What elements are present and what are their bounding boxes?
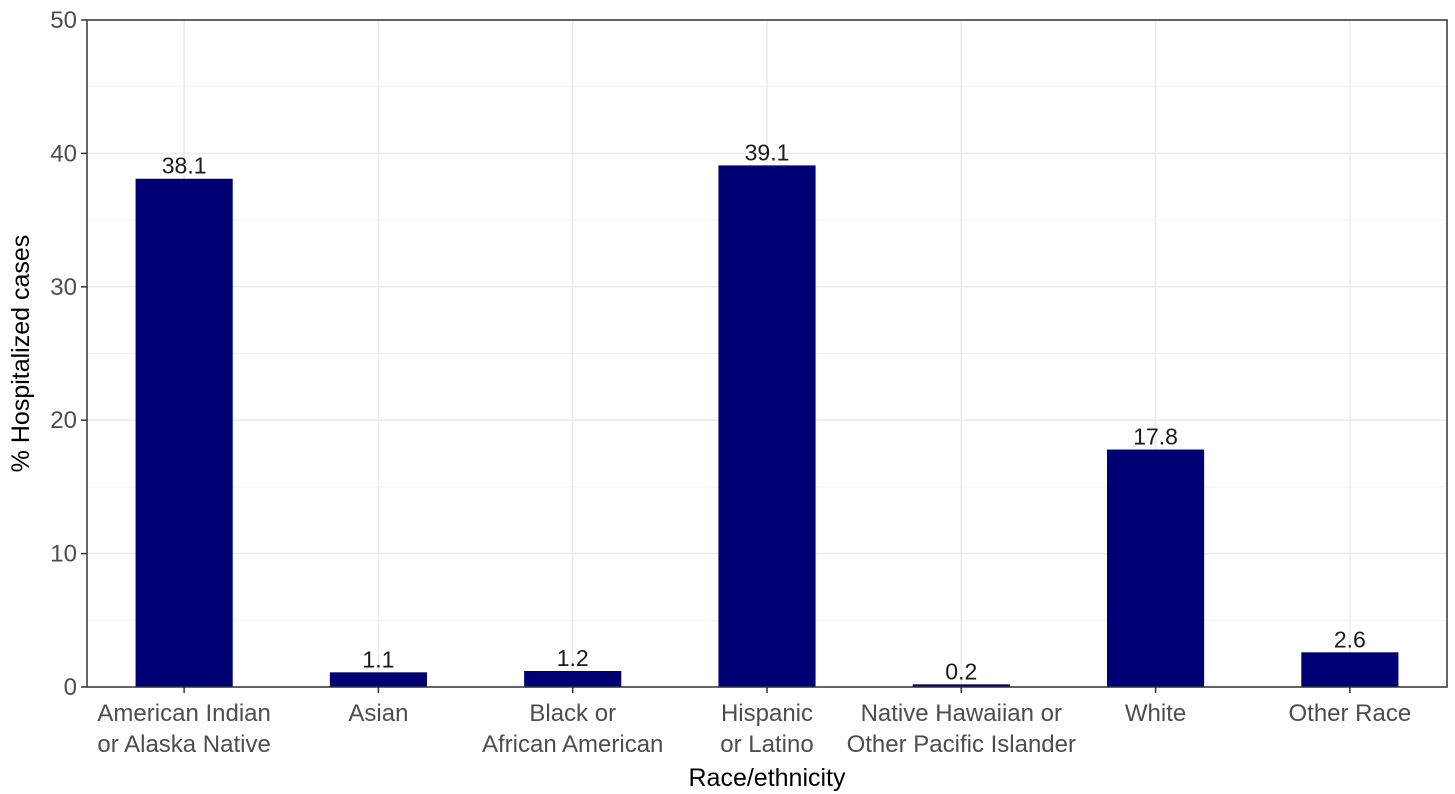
bar <box>912 684 1010 687</box>
x-tick-label: Native Hawaiian or Other Pacific Islander <box>847 700 1076 758</box>
x-tick-label-line: Hispanic <box>721 700 813 727</box>
x-tick-label: Other Race <box>1288 700 1411 727</box>
bar-value-label: 1.1 <box>362 646 394 672</box>
bar-value-label: 0.2 <box>945 658 977 684</box>
x-tick-label-line: Black or <box>529 700 616 727</box>
bar <box>329 672 427 687</box>
x-tick-label-line: or Latino <box>720 731 813 758</box>
bar-value-label: 2.6 <box>1334 626 1366 652</box>
x-tick-label: Asian <box>348 700 408 727</box>
y-tick-label: 20 <box>50 407 77 434</box>
x-tick-label-line: African American <box>482 731 663 758</box>
x-tick-label-line: or Alaska Native <box>97 731 270 758</box>
y-tick-label: 50 <box>50 7 77 34</box>
x-tick-label: Hispanic or Latino <box>720 700 813 758</box>
x-tick-label-line: Native Hawaiian or <box>861 700 1062 727</box>
y-axis-title: % Hospitalized cases <box>7 235 35 473</box>
y-tick-label: 30 <box>50 274 77 301</box>
x-tick-label-line: Other Pacific Islander <box>847 731 1076 758</box>
bar-value-label: 38.1 <box>162 153 207 179</box>
bars <box>135 165 1399 687</box>
bar <box>135 178 233 687</box>
x-tick-label: American Indian or Alaska Native <box>97 700 270 758</box>
x-tick-label-line: White <box>1125 700 1186 727</box>
y-tick-label: 10 <box>50 541 77 568</box>
y-axis: 0 10 20 30 40 50 <box>50 7 87 701</box>
x-axis-title: Race/ethnicity <box>688 764 846 792</box>
x-tick-label-line: Asian <box>348 700 408 727</box>
bar <box>1301 652 1399 687</box>
x-tick-label-line: Other Race <box>1288 700 1411 727</box>
x-axis: American Indian or Alaska Native Asian Blac… <box>97 687 1411 758</box>
x-tick-label: White <box>1125 700 1186 727</box>
bar <box>524 670 622 687</box>
bar-value-label: 39.1 <box>745 139 790 165</box>
bar <box>718 165 816 687</box>
y-tick-label: 0 <box>64 674 77 701</box>
value-labels: 38.1 1.1 1.2 39.1 0.2 17.8 2.6 <box>162 139 1366 684</box>
bar-value-label: 17.8 <box>1133 424 1178 450</box>
bar-value-label: 1.2 <box>557 645 589 671</box>
bar <box>1107 449 1205 687</box>
x-tick-label-line: American Indian <box>97 700 270 727</box>
y-tick-label: 40 <box>50 140 77 167</box>
x-tick-label: Black or African American <box>482 700 663 758</box>
